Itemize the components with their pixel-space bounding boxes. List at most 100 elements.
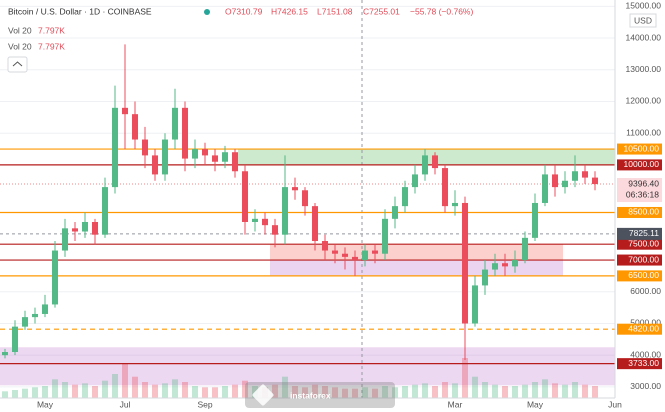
level-label-box — [617, 358, 662, 370]
volume-bar — [572, 382, 578, 398]
candle-body — [572, 171, 578, 181]
crosshair-label: 7825.11 — [629, 228, 659, 238]
volume-bar — [282, 376, 288, 398]
candle-body — [472, 285, 478, 324]
candle-body — [342, 253, 348, 257]
candle-body — [102, 187, 108, 235]
volume-bar — [402, 386, 408, 398]
candle-body — [262, 218, 268, 226]
volume-bar — [432, 386, 438, 398]
candle-body — [302, 190, 308, 207]
volume-bar — [342, 388, 348, 398]
candle-body — [232, 152, 238, 172]
watermark-bg — [245, 382, 395, 408]
volume-bar — [452, 383, 458, 398]
level-label: 10000.00 — [624, 159, 660, 169]
volume-bar — [292, 386, 298, 398]
candle-body — [312, 206, 318, 242]
x-tick-label: Sep — [197, 399, 212, 409]
candle-body — [242, 171, 248, 222]
volume-bar — [92, 386, 98, 398]
vol-label: Vol 20 — [8, 41, 32, 51]
y-tick-label: 11000.00 — [626, 127, 661, 137]
volume-bar — [82, 383, 88, 398]
candle-body — [522, 237, 528, 261]
volume-bar — [112, 374, 118, 398]
volume-bar — [522, 384, 528, 398]
current-price-box — [617, 178, 662, 203]
volume-bar — [242, 380, 248, 398]
y-tick-label: 14000.00 — [626, 32, 662, 42]
volume-bar — [142, 382, 148, 398]
market-status — [204, 9, 210, 15]
volume-bar — [332, 387, 338, 398]
candle-body — [582, 171, 588, 178]
candle-body — [152, 155, 158, 175]
candle-body — [542, 174, 548, 203]
volume-bar — [72, 384, 78, 398]
volume-bar — [412, 384, 418, 398]
candle-body — [212, 155, 218, 162]
candle-body — [92, 221, 98, 235]
candle-body — [412, 174, 418, 188]
volume-bar — [102, 380, 108, 398]
volume-bar — [442, 382, 448, 398]
current-price-label: 9396.40 — [628, 178, 659, 188]
volume-bar — [132, 376, 138, 398]
volume-bar — [482, 382, 488, 398]
level-label-box — [617, 254, 662, 266]
candle-body — [372, 250, 378, 254]
zone — [270, 244, 563, 261]
candle-body — [482, 269, 488, 286]
level-label-box — [617, 323, 662, 335]
candle-body — [202, 149, 208, 156]
level-label: 7500.00 — [628, 238, 659, 248]
candle-body — [292, 187, 298, 191]
volume-bar — [502, 386, 508, 398]
candle-body — [322, 241, 328, 251]
volume-bar — [582, 384, 588, 398]
volume-bar — [562, 384, 568, 398]
candle-body — [382, 218, 388, 254]
candle-body — [2, 352, 8, 356]
symbol-title: Bitcoin / U.S. Dollar · 1D · COINBASE — [8, 6, 152, 16]
y-tick-label: 6000.00 — [630, 286, 661, 296]
collapse-icon — [12, 61, 23, 67]
candle-body — [552, 174, 558, 188]
volume-bar — [52, 379, 58, 398]
candle-body — [532, 202, 538, 238]
candle-body — [172, 107, 178, 140]
level-label: 10500.00 — [624, 143, 660, 153]
y-tick-label: 13000.00 — [626, 64, 662, 74]
candle-body — [502, 263, 508, 267]
candle-body — [282, 187, 288, 235]
volume-bar — [552, 383, 558, 398]
candle-body — [272, 225, 278, 235]
volume-bar — [152, 384, 158, 398]
level-label-box — [617, 159, 662, 171]
x-tick-label: Mar — [448, 399, 463, 409]
candle-body — [32, 313, 38, 318]
candle-body — [592, 177, 598, 185]
volume-bar — [322, 386, 328, 398]
level-label: 8500.00 — [628, 207, 659, 217]
volume-bar — [592, 386, 598, 398]
candle-body — [402, 187, 408, 207]
volume-bar — [12, 390, 18, 398]
candle-body — [132, 114, 138, 140]
volume-bar — [492, 384, 498, 398]
candle-body — [182, 107, 188, 159]
vol-value: 7.797K — [38, 41, 65, 51]
candle-body — [452, 202, 458, 207]
watermark: instaforex — [290, 390, 331, 400]
candle-body — [42, 304, 48, 314]
x-tick-label: Jun — [608, 399, 622, 409]
collapse-button[interactable] — [7, 56, 28, 73]
candle-body — [22, 317, 28, 327]
volume-bar — [272, 384, 278, 398]
volume-bar — [32, 387, 38, 398]
overlay: 3000.00 4000.00 5000.00 6000.00 11000.00 1200… — [37, 1, 662, 409]
candle-body — [562, 180, 568, 188]
